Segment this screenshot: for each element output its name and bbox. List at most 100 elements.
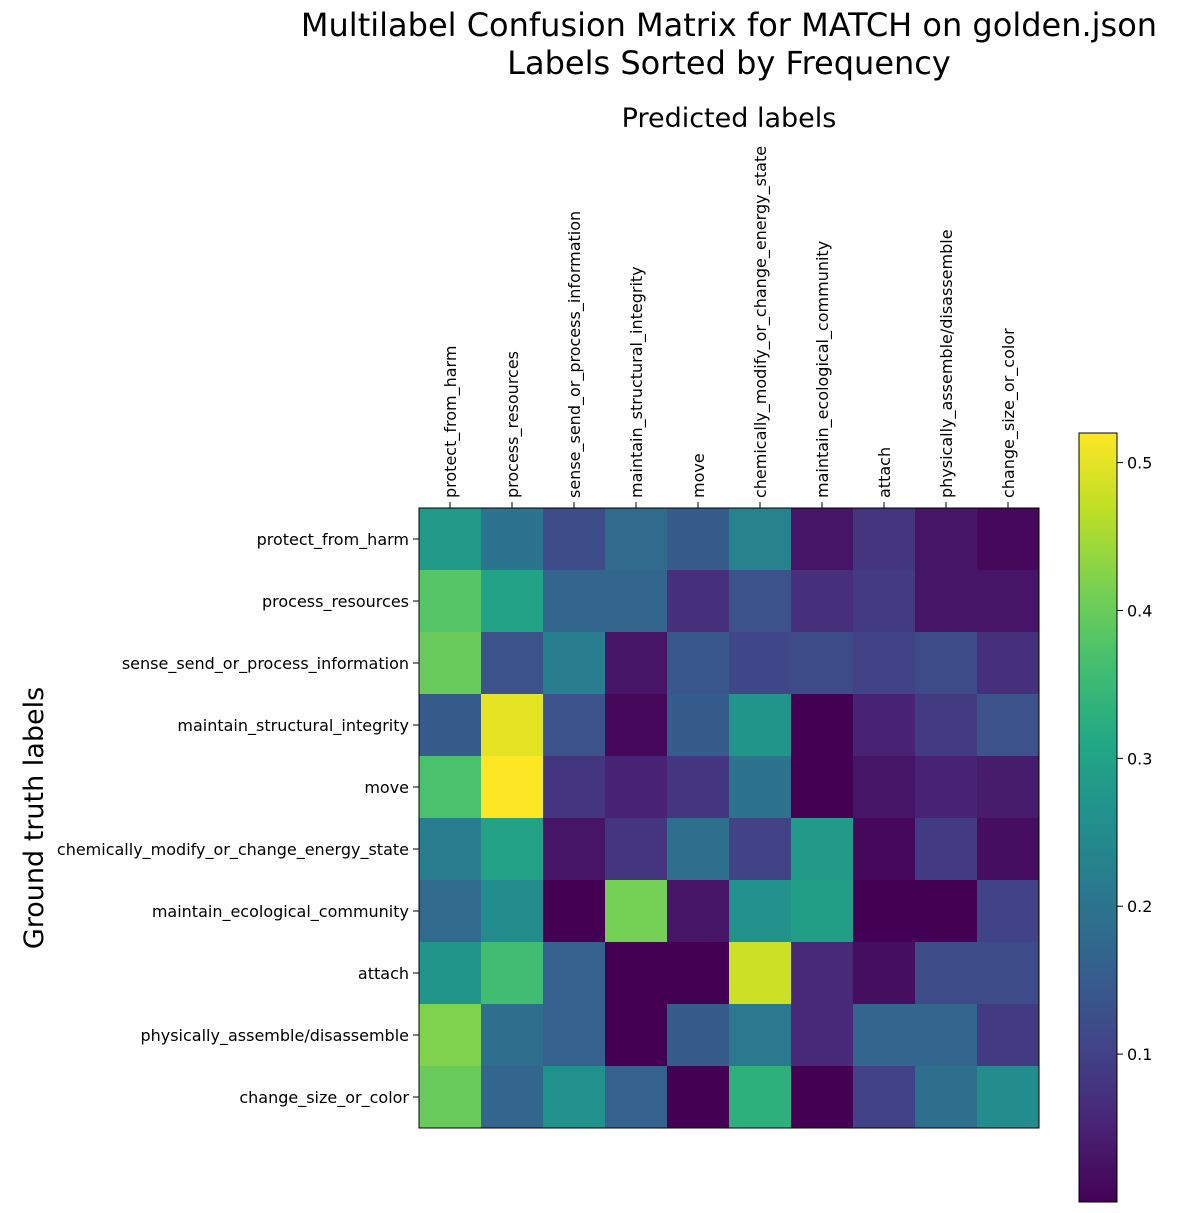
heatmap-cell: [419, 942, 482, 1005]
heatmap-cell: [729, 756, 792, 819]
heatmap-cell: [791, 756, 854, 819]
heatmap-cell: [605, 570, 668, 633]
heatmap-cell: [791, 632, 854, 695]
heatmap-cell: [915, 694, 978, 757]
heatmap-cell: [977, 1066, 1040, 1129]
y-tick-label: physically_assemble/disassemble: [140, 1026, 409, 1046]
heatmap-cell: [605, 818, 668, 881]
colorbar-tick-label: 0.2: [1127, 897, 1152, 916]
heatmap-cell: [791, 508, 854, 571]
heatmap-cell: [543, 942, 606, 1005]
heatmap-cell: [667, 818, 730, 881]
heatmap-cell: [853, 756, 916, 819]
heatmap-cell: [977, 818, 1040, 881]
heatmap-cells: [419, 508, 1040, 1129]
heatmap-cell: [853, 1066, 916, 1129]
heatmap-cell: [915, 508, 978, 571]
x-tick-label: change_size_or_color: [999, 328, 1019, 498]
heatmap-cell: [977, 570, 1040, 633]
heatmap-cell: [543, 756, 606, 819]
heatmap-cell: [605, 632, 668, 695]
heatmap-cell: [729, 508, 792, 571]
colorbar-ticks: 0.1 0.2 0.3 0.4 0.5: [1117, 454, 1152, 1064]
heatmap-cell: [915, 1066, 978, 1129]
heatmap-cell: [543, 1004, 606, 1067]
heatmap-cell: [543, 570, 606, 633]
heatmap-cell: [853, 694, 916, 757]
heatmap-cell: [729, 1004, 792, 1067]
heatmap-cell: [605, 942, 668, 1005]
y-tick-label: process_resources: [262, 592, 409, 612]
y-tick-label: move: [364, 778, 409, 797]
y-tick-labels: protect_from_harm process_resources sense_…: [57, 530, 419, 1108]
heatmap-cell: [667, 942, 730, 1005]
heatmap-cell: [605, 880, 668, 943]
heatmap-cell: [481, 1004, 544, 1067]
chart-title: Multilabel Confusion Matrix for MATCH on…: [301, 6, 1157, 44]
heatmap-cell: [977, 508, 1040, 571]
x-tick-label: protect_from_harm: [441, 346, 461, 498]
heatmap-cell: [729, 694, 792, 757]
y-tick-label: maintain_structural_integrity: [177, 716, 409, 736]
colorbar-tick-label: 0.4: [1127, 601, 1152, 620]
heatmap-cell: [481, 694, 544, 757]
heatmap-cell: [605, 1004, 668, 1067]
heatmap-cell: [419, 1066, 482, 1129]
heatmap-cell: [667, 1066, 730, 1129]
heatmap-cell: [605, 694, 668, 757]
x-tick-label: physically_assemble/disassemble: [937, 229, 957, 498]
heatmap-cell: [977, 632, 1040, 695]
heatmap-cell: [543, 694, 606, 757]
heatmap-cell: [853, 632, 916, 695]
heatmap-cell: [977, 694, 1040, 757]
heatmap-frame: [418, 507, 1040, 1129]
x-tick-label: maintain_ecological_community: [813, 241, 833, 498]
heatmap-cell: [791, 1004, 854, 1067]
heatmap-cell: [853, 880, 916, 943]
x-tick-label: maintain_structural_integrity: [627, 266, 647, 498]
y-tick-label: sense_send_or_process_information: [122, 654, 409, 674]
heatmap-cell: [543, 1066, 606, 1129]
heatmap-cell: [481, 818, 544, 881]
heatmap-cell: [791, 942, 854, 1005]
heatmap-cell: [667, 508, 730, 571]
heatmap-cell: [853, 570, 916, 633]
x-axis-label: Predicted labels: [622, 103, 837, 134]
heatmap-cell: [481, 1066, 544, 1129]
x-tick-label: chemically_modify_or_change_energy_state: [751, 146, 771, 498]
heatmap-cell: [729, 818, 792, 881]
heatmap-cell: [729, 880, 792, 943]
y-tick-label: protect_from_harm: [257, 530, 409, 550]
colorbar-tick-label: 0.3: [1127, 749, 1152, 768]
heatmap-cell: [977, 756, 1040, 819]
heatmap-cell: [667, 1004, 730, 1067]
chart-subtitle: Labels Sorted by Frequency: [507, 44, 951, 82]
heatmap-cell: [419, 508, 482, 571]
x-tick-label: attach: [875, 447, 894, 498]
heatmap-cell: [915, 818, 978, 881]
heatmap-cell: [667, 632, 730, 695]
heatmap-cell: [791, 1066, 854, 1129]
heatmap-cell: [543, 818, 606, 881]
heatmap-cell: [729, 632, 792, 695]
heatmap-cell: [791, 818, 854, 881]
y-axis-label: Ground truth labels: [19, 687, 50, 949]
heatmap-cell: [853, 818, 916, 881]
heatmap-cell: [543, 508, 606, 571]
x-tick-label: process_resources: [503, 351, 523, 498]
heatmap-cell: [605, 508, 668, 571]
heatmap-cell: [853, 508, 916, 571]
y-tick-label: change_size_or_color: [239, 1088, 409, 1108]
heatmap-cell: [915, 942, 978, 1005]
heatmap-cell: [667, 880, 730, 943]
heatmap-cell: [977, 880, 1040, 943]
heatmap-cell: [419, 818, 482, 881]
heatmap-cell: [481, 570, 544, 633]
heatmap-cell: [419, 1004, 482, 1067]
colorbar-tick-label: 0.1: [1127, 1045, 1152, 1064]
heatmap-cell: [419, 570, 482, 633]
heatmap-cell: [419, 632, 482, 695]
y-tick-label: attach: [358, 964, 409, 983]
heatmap-cell: [481, 632, 544, 695]
heatmap-cell: [791, 880, 854, 943]
